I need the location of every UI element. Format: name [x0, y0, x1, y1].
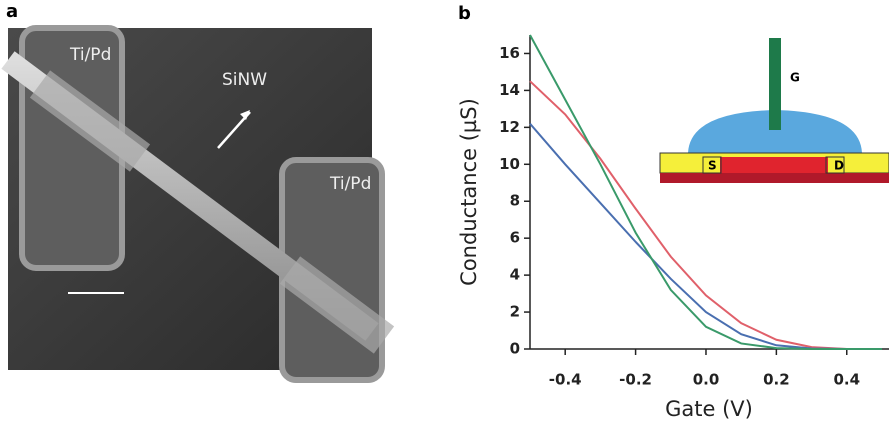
y-tick-label: 16 — [499, 44, 520, 62]
panel-label: a — [6, 1, 18, 22]
contact — [29, 70, 395, 354]
inset-label: S — [708, 159, 717, 173]
panel-label: b — [458, 3, 471, 24]
inset-label: G — [790, 71, 800, 85]
x-tick-label: 0.4 — [833, 371, 860, 389]
inset-droplet — [688, 110, 862, 153]
inset-label: D — [834, 159, 844, 173]
arrow-head — [240, 110, 250, 120]
y-tick-label: 10 — [499, 155, 520, 173]
inset-substrate — [660, 173, 889, 183]
x-tick-label: 0.0 — [693, 371, 720, 389]
y-tick-label: 2 — [510, 303, 520, 321]
inset-drain — [825, 156, 845, 174]
inset: G S D — [659, 38, 889, 183]
y-tick-label: 14 — [499, 81, 520, 99]
annotation: Ti/Pd — [69, 45, 111, 65]
y-tick-label: 6 — [510, 229, 520, 247]
x-tick-label: -0.4 — [549, 371, 582, 389]
y-tick-label: 4 — [510, 266, 520, 284]
x-axis-label: Gate (V) — [665, 397, 753, 421]
y-axis-label: Conductance (µS) — [457, 98, 481, 286]
x-tick-label: 0.2 — [763, 371, 790, 389]
annotation: Ti/Pd — [329, 174, 371, 194]
y-tick-label: 8 — [510, 192, 520, 210]
inset-channel — [720, 157, 828, 173]
annotation: SiNW — [222, 70, 267, 90]
x-tick-label: -0.2 — [619, 371, 652, 389]
inset-source — [702, 156, 722, 174]
y-tick-label: 12 — [499, 118, 520, 136]
y-tick-label: 0 — [510, 340, 520, 358]
series-line — [529, 34, 882, 350]
inset-gate — [769, 38, 781, 130]
sem-image: Ti/Pd SiNW Ti/Pd — [1, 25, 395, 383]
